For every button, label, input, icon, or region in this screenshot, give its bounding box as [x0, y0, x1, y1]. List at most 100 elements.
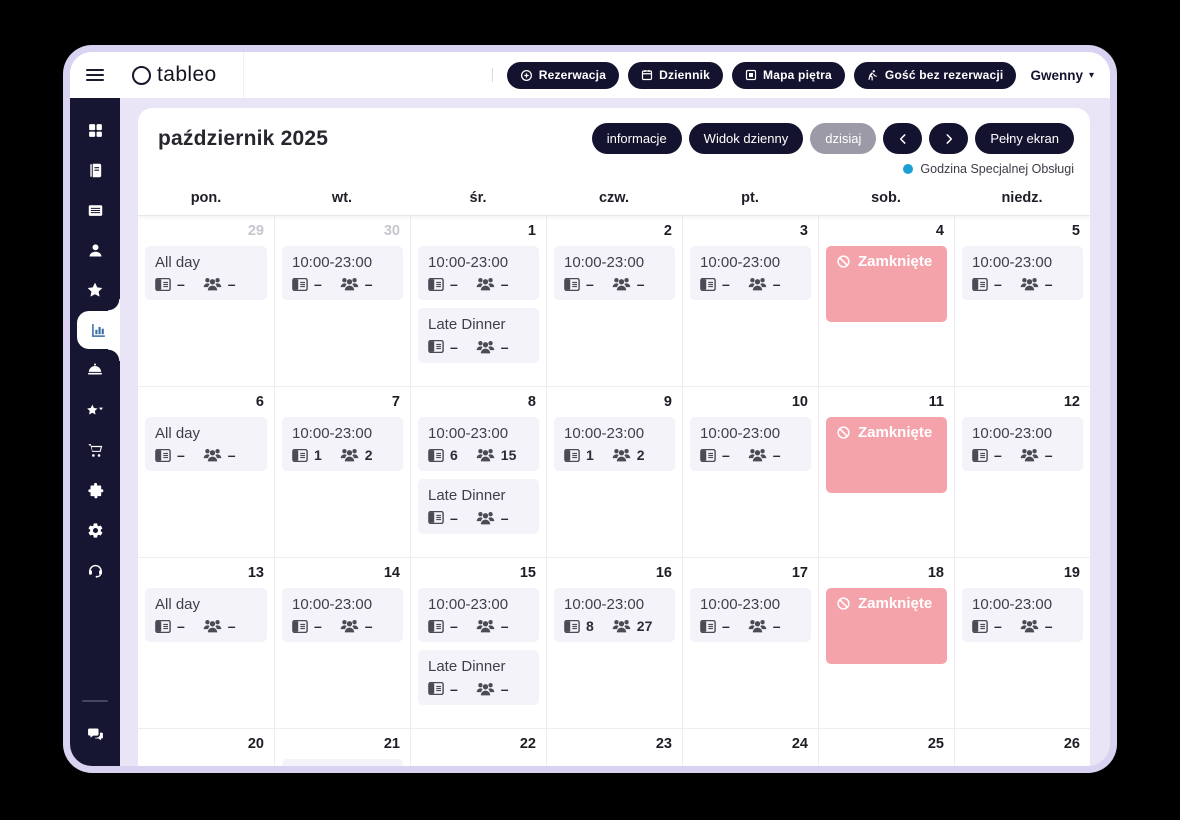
service-chip[interactable]: 10:00-23:00––: [554, 246, 675, 301]
service-stats: 8 27: [564, 618, 665, 634]
reservations-stat: –: [564, 276, 594, 292]
guests-count: –: [1044, 276, 1053, 293]
week-row-4: 20 21 10:00-23:00–– 22 23 24 25 26: [138, 728, 1090, 766]
sidebar-item-cloche[interactable]: [70, 351, 120, 389]
toolbar-button-widok-dzienny[interactable]: Widok dzienny: [688, 123, 804, 154]
reservations-icon: [155, 277, 171, 291]
service-chip[interactable]: 10:00-23:00––: [962, 246, 1083, 301]
service-stats: – –: [292, 276, 393, 292]
guests-stat: –: [203, 447, 236, 463]
toolbar-button-pełny-ekran[interactable]: Pełny ekran: [975, 123, 1074, 154]
service-chip[interactable]: 10:00-23:00––: [690, 246, 811, 301]
sidebar-item-bar-chart[interactable]: [77, 299, 120, 361]
toolbar-button-chevron-right[interactable]: [929, 123, 969, 154]
service-chip[interactable]: 10:00-23:00––: [418, 588, 539, 643]
service-chip[interactable]: 10:00-23:00––: [690, 417, 811, 472]
topbar-button-floor-map[interactable]: Mapa piętra: [732, 61, 845, 89]
sidebar-item-journal-book[interactable]: [70, 151, 120, 189]
guests-stat: –: [340, 618, 373, 634]
sidebar-item-headset[interactable]: [70, 551, 120, 589]
day-events: 10:00-23:00––: [547, 246, 682, 301]
day-cell-9: 9 10:00-23:00 1 2: [546, 387, 682, 557]
reservations-icon: [428, 511, 444, 524]
closed-day-chip[interactable]: Zamknięte: [826, 417, 947, 493]
sidebar-item-gear[interactable]: [70, 511, 120, 549]
closed-day-chip[interactable]: Zamknięte: [826, 588, 947, 664]
service-chip[interactable]: 10:00-23:00 8 27: [554, 588, 675, 643]
app-logo[interactable]: tableo: [120, 52, 244, 98]
sidebar-item-star[interactable]: [70, 271, 120, 309]
service-chip[interactable]: 10:00-23:00––: [690, 588, 811, 643]
reservations-stat: –: [428, 618, 458, 634]
toolbar-button-chevron-left[interactable]: [883, 123, 923, 154]
service-chip[interactable]: 10:00-23:00––: [282, 588, 403, 643]
day-cell-19: 19 10:00-23:00– –: [954, 558, 1090, 728]
sidebar-item-puzzle[interactable]: [70, 471, 120, 509]
day-number: 2: [663, 223, 672, 239]
toolbar-button-label: Widok dzienny: [703, 131, 789, 146]
topbar-button-calendar[interactable]: Dziennik: [628, 61, 724, 89]
service-chip[interactable]: All day – –: [145, 246, 267, 301]
service-chip[interactable]: 10:00-23:00––: [282, 759, 403, 766]
reservations-stat: 1: [292, 447, 322, 463]
day-number: 4: [935, 223, 944, 239]
sidebar-item-list[interactable]: [70, 191, 120, 229]
day-number: 13: [247, 565, 264, 581]
service-chip[interactable]: 10:00-23:00 1 2: [554, 417, 675, 472]
service-chip[interactable]: All day – –: [145, 588, 267, 643]
day-cell-4: 4 Zamknięte: [818, 216, 954, 386]
day-events: 10:00-23:00– – Late Dinner – –: [411, 588, 546, 705]
topbar-button-walking-person[interactable]: Gość bez rezerwacji: [853, 61, 1017, 89]
service-stats: – –: [428, 681, 529, 697]
day-cell-20: 20: [138, 729, 274, 766]
service-chip[interactable]: All day – –: [145, 417, 267, 472]
service-chip[interactable]: Late Dinner – –: [418, 308, 539, 363]
service-title: All day: [155, 254, 201, 271]
service-chip[interactable]: Late Dinner – –: [418, 650, 539, 705]
user-menu[interactable]: Gwenny ▾: [1030, 68, 1094, 83]
topbar-button-plus-circle[interactable]: Rezerwacja: [506, 61, 620, 89]
toolbar-button-dzisiaj[interactable]: dzisiaj: [810, 123, 877, 154]
day-events: All day – –: [138, 417, 274, 472]
sidebar-item-star-dropdown[interactable]: [70, 391, 120, 429]
service-chip[interactable]: 10:00-23:00––: [962, 417, 1083, 472]
service-chip[interactable]: Late Dinner – –: [418, 479, 539, 534]
reservations-count: –: [994, 447, 1002, 464]
service-title: 10:00-23:00: [428, 425, 509, 442]
toolbar-button-label: informacje: [606, 131, 667, 146]
reservations-count: –: [722, 618, 730, 635]
service-chip[interactable]: 10:00-23:00––: [418, 246, 539, 301]
guests-count: –: [500, 618, 509, 635]
reservations-icon: [428, 619, 444, 633]
reservations-stat: –: [428, 276, 458, 292]
service-title: 10:00-23:00: [292, 596, 373, 613]
reservations-stat: –: [428, 510, 458, 526]
service-chip[interactable]: 10:00-23:00 6 15: [418, 417, 539, 472]
day-events: All day – –: [138, 246, 274, 301]
guests-count: –: [364, 618, 373, 635]
service-chip[interactable]: 10:00-23:00 1 2: [282, 417, 403, 472]
service-title: 10:00-23:00: [564, 425, 645, 442]
toolbar-button-informacje[interactable]: informacje: [591, 123, 682, 154]
day-number: 14: [383, 565, 400, 581]
sidebar-item-chat-bubbles[interactable]: [86, 715, 105, 753]
sidebar-item-dashboard-grid[interactable]: [70, 111, 120, 149]
cart-icon: [87, 442, 104, 459]
reservations-count: –: [450, 276, 458, 293]
service-chip[interactable]: 10:00-23:00––: [282, 246, 403, 301]
service-chip[interactable]: 10:00-23:00––: [962, 588, 1083, 643]
guests-stat: –: [476, 681, 509, 697]
sidebar-item-person[interactable]: [70, 231, 120, 269]
service-title: 10:00-23:00: [972, 425, 1053, 442]
reservations-stat: –: [428, 339, 458, 355]
main-content: październik 2025 informacje Widok dzienny…: [120, 98, 1110, 766]
calendar-toolbar: informacje Widok dzienny dzisiaj Pełny ekra…: [591, 123, 1074, 154]
day-number: 18: [927, 565, 944, 581]
guests-icon: [1020, 619, 1039, 633]
day-cell-22: 22: [410, 729, 546, 766]
closed-icon: [836, 254, 851, 269]
reservations-stat: –: [700, 618, 730, 634]
closed-day-chip[interactable]: Zamknięte: [826, 246, 947, 322]
sidebar-item-cart[interactable]: [70, 431, 120, 469]
hamburger-menu-button[interactable]: [70, 69, 120, 81]
